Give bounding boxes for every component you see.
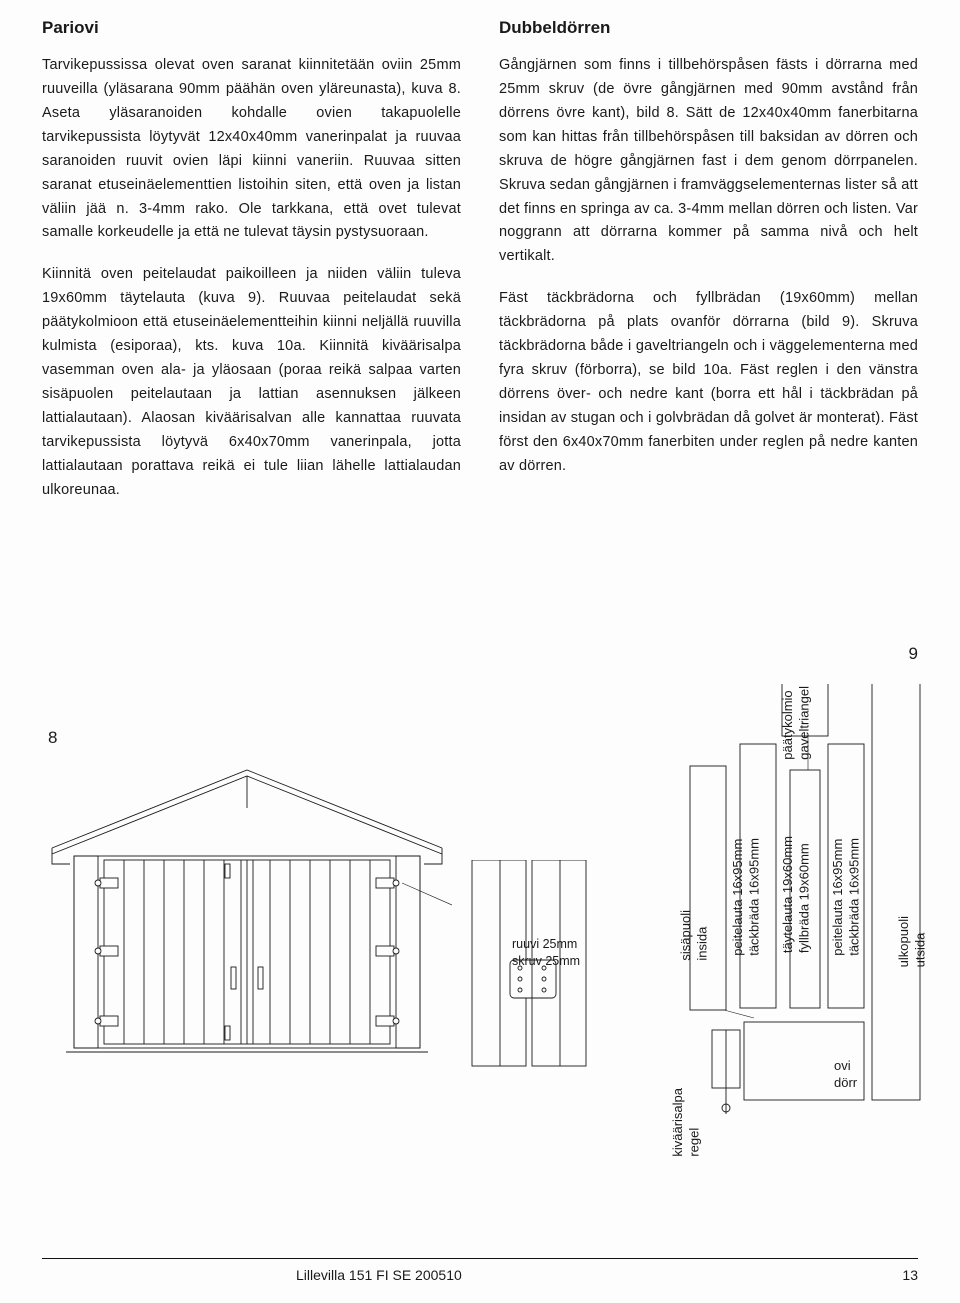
paragraph-left-2: Kiinnitä oven peitelaudat paikoilleen ja… [42, 263, 461, 502]
label-peitelauta-2: peitelauta 16x95mmtäckbräda 16x95mm [830, 838, 863, 956]
label-ovi: ovidörr [834, 1058, 857, 1092]
label-kivaarisalpa: kiväärisalparegel [670, 1088, 703, 1157]
paragraph-right-2: Fäst täckbrädorna och fyllbrädan (19x60m… [499, 287, 918, 478]
label-ulkopuoli: ulkopuoliutsida [896, 916, 929, 967]
page-footer: Lillevilla 151 FI SE 200510 13 [42, 1258, 918, 1283]
footer-title: Lillevilla 151 FI SE 200510 [296, 1267, 462, 1283]
label-sisapuoli: sisäpuoliinsida [678, 910, 711, 961]
paragraph-left-1: Tarvikepussissa olevat oven saranat kiin… [42, 54, 461, 245]
shed-diagram [42, 760, 452, 1070]
hinge-screw-label: ruuvi 25mm skruv 25mm [512, 936, 580, 970]
diagrams-container: 8 9 [42, 720, 918, 1210]
boards-cross-section [612, 684, 922, 1114]
label-paatykolmio: päätykolmiogaveltriangel [780, 686, 813, 760]
label-taytelauta: täytelauta 19x60mmfyllbräda 19x60mm [780, 836, 813, 953]
label-peitelauta-1: peitelauta 16x95mmtäckbräda 16x95mm [730, 838, 763, 956]
heading-dubbeldorren: Dubbeldörren [499, 18, 918, 38]
page-number: 13 [902, 1267, 918, 1283]
heading-pariovi: Pariovi [42, 18, 461, 38]
paragraph-right-1: Gångjärnen som finns i tillbehörspåsen f… [499, 54, 918, 269]
figure-9-label: 9 [909, 644, 918, 664]
figure-8-label: 8 [48, 728, 57, 748]
